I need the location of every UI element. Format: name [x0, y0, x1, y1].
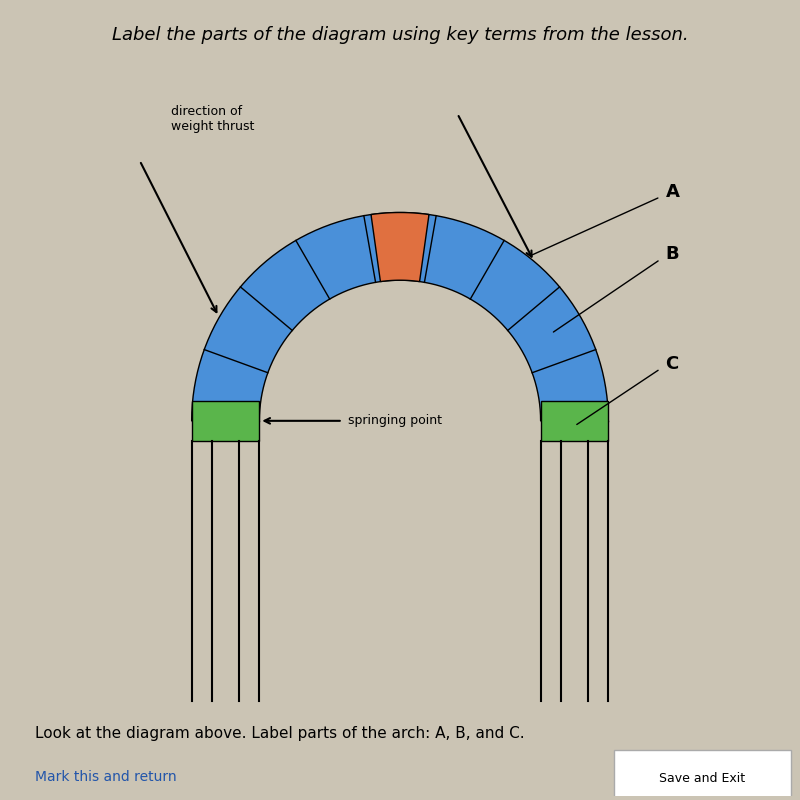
- Polygon shape: [371, 213, 429, 282]
- Text: C: C: [666, 354, 679, 373]
- Text: A: A: [666, 183, 679, 201]
- Text: Mark this and return: Mark this and return: [35, 770, 177, 784]
- Text: direction of
weight thrust: direction of weight thrust: [171, 105, 254, 133]
- Bar: [192, 401, 259, 441]
- Text: springing point: springing point: [348, 414, 442, 427]
- Text: B: B: [666, 246, 679, 263]
- Polygon shape: [192, 213, 608, 421]
- Text: Look at the diagram above. Label parts of the arch: A, B, and C.: Look at the diagram above. Label parts o…: [35, 726, 525, 741]
- Bar: [541, 401, 608, 441]
- Text: Save and Exit: Save and Exit: [659, 772, 745, 785]
- Text: Label the parts of the diagram using key terms from the lesson.: Label the parts of the diagram using key…: [112, 26, 688, 45]
- FancyBboxPatch shape: [614, 750, 790, 800]
